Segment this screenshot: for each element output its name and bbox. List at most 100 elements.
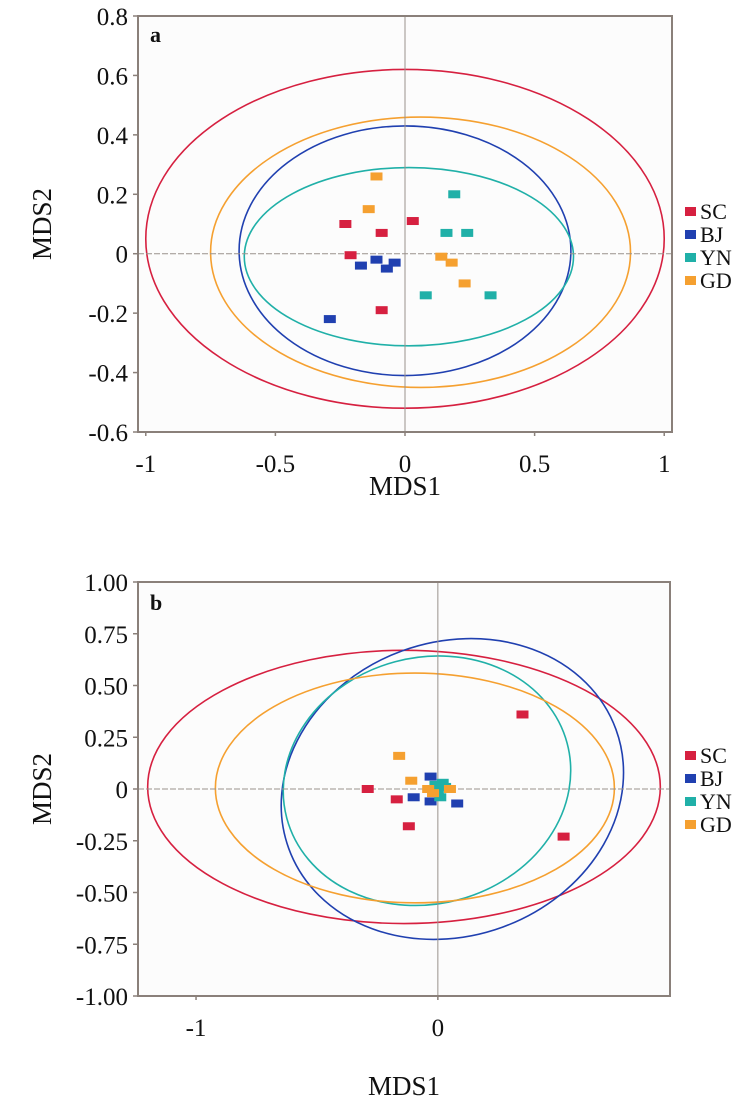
point-yn [419,291,432,300]
point-sc [339,220,352,228]
legend-label-bj: BJ [700,766,724,791]
legend-swatch-sc [685,207,696,216]
legend-swatch-gd [685,820,696,829]
point-sc [406,217,419,226]
y-tick-label: 0.2 [97,182,128,209]
chart-panel-a: -1 -0.5 0 0.5 1 0.8 0.6 0.4 0.2 0 -0.2 -0.4 -0.6 a … [0,0,753,540]
point-yn [484,291,497,300]
point-gd [427,789,440,798]
point-gd [435,252,448,261]
chart-panel-b: -1 0 1.00 0.75 0.50 0.25 0 -0.25 -0.50 -0.75 -1.0… [0,560,753,1107]
legend-label-sc: SC [700,199,727,224]
point-bj [407,793,420,802]
point-bj [323,315,336,324]
y-axis-title: MDS2 [27,188,57,260]
point-sc [361,785,374,793]
point-bj [451,799,464,808]
y-tick-label: 0.6 [97,63,128,90]
y-tick-label: 0.50 [84,674,128,701]
x-axis-title: MDS1 [369,471,441,501]
y-ticks: 1.00 0.75 0.50 0.25 0 -0.25 -0.50 -0.75 -1.00 [76,570,138,1011]
legend-swatch-gd [685,276,696,285]
legend-swatch-sc [685,751,696,760]
point-gd [362,205,375,214]
legend-label-sc: SC [700,743,727,768]
x-tick-label: 0 [432,1015,445,1042]
y-tick-label: -0.4 [88,361,128,388]
x-tick-label: -0.5 [256,451,296,478]
point-sc [344,251,357,260]
y-tick-label: -1.00 [76,984,128,1011]
point-gd [422,785,435,793]
panel-letter: a [150,22,161,47]
x-tick-label: 1 [658,451,671,478]
x-tick-label: 0 [399,451,412,478]
points-group [361,710,570,841]
point-bj [424,797,437,806]
y-tick-label: -0.50 [76,881,128,908]
ellipse-yn [243,166,575,347]
point-yn [429,780,442,789]
point-gd [405,776,418,785]
point-bj [424,772,437,781]
legend-label-gd: GD [700,268,732,293]
reference-lines [138,16,672,432]
point-gd [445,258,458,267]
point-yn [434,793,447,802]
y-tick-label: -0.75 [76,932,128,959]
y-tick-label: -0.2 [88,301,128,328]
point-sc [375,306,388,315]
point-gd [370,172,383,181]
x-ticks: -1 -0.5 0 0.5 1 [135,432,670,478]
y-tick-label: -0.25 [76,829,128,856]
point-yn [440,228,453,237]
chart-b-svg: -1 0 1.00 0.75 0.50 0.25 0 -0.25 -0.50 -0.75 -1.0… [27,570,732,1101]
ellipse-bj [280,637,625,941]
chart-a-svg: -1 -0.5 0 0.5 1 0.80.60.40.20-0.2-0.4-0.6 a … [27,4,732,501]
legend-label-gd: GD [700,812,732,837]
y-tick-label: -0.6 [88,420,128,447]
point-bj [354,261,367,270]
point-yn [448,190,461,199]
ellipse-gd [214,672,616,904]
x-tick-label: -1 [135,451,156,478]
legend-swatch-yn [685,253,696,262]
point-sc [557,832,570,841]
x-ticks: -1 0 [186,996,444,1042]
ellipse-gd [209,116,632,389]
point-gd [443,785,456,793]
legend-swatch-yn [685,797,696,806]
points-group [323,172,497,324]
legend-label-yn: YN [700,245,732,270]
legend-label-yn: YN [700,789,732,814]
legend-swatch-bj [685,774,696,783]
point-bj [388,258,401,267]
point-yn [436,778,449,787]
y-tick-label: 0 [116,777,129,804]
point-sc [402,822,415,831]
y-tick-label: 0.75 [84,622,128,649]
point-gd [393,751,406,760]
point-gd [458,279,471,288]
point-bj [380,264,393,273]
point-sc [516,710,529,719]
legend-label-bj: BJ [700,222,724,247]
panel-letter: b [150,590,162,615]
y-tick-label: 0.25 [84,725,128,752]
y-tick-label: 1.00 [84,570,128,597]
ellipses-group [146,637,662,941]
y-ticks: 0.8 0.6 0.4 0.2 0 -0.2 -0.4 -0.6 [88,4,138,447]
point-yn [461,228,474,237]
y-tick-label: 0.4 [97,123,129,150]
x-tick-label: -1 [186,1015,207,1042]
point-sc [375,228,388,237]
point-bj [370,255,383,264]
point-sc [390,795,403,804]
y-tick-label: 0 [116,242,129,269]
legend-swatch-bj [685,230,696,239]
y-tick-label: 0.8 [97,4,128,31]
x-axis-title: MDS1 [368,1071,440,1101]
y-axis-title: MDS2 [27,753,57,825]
